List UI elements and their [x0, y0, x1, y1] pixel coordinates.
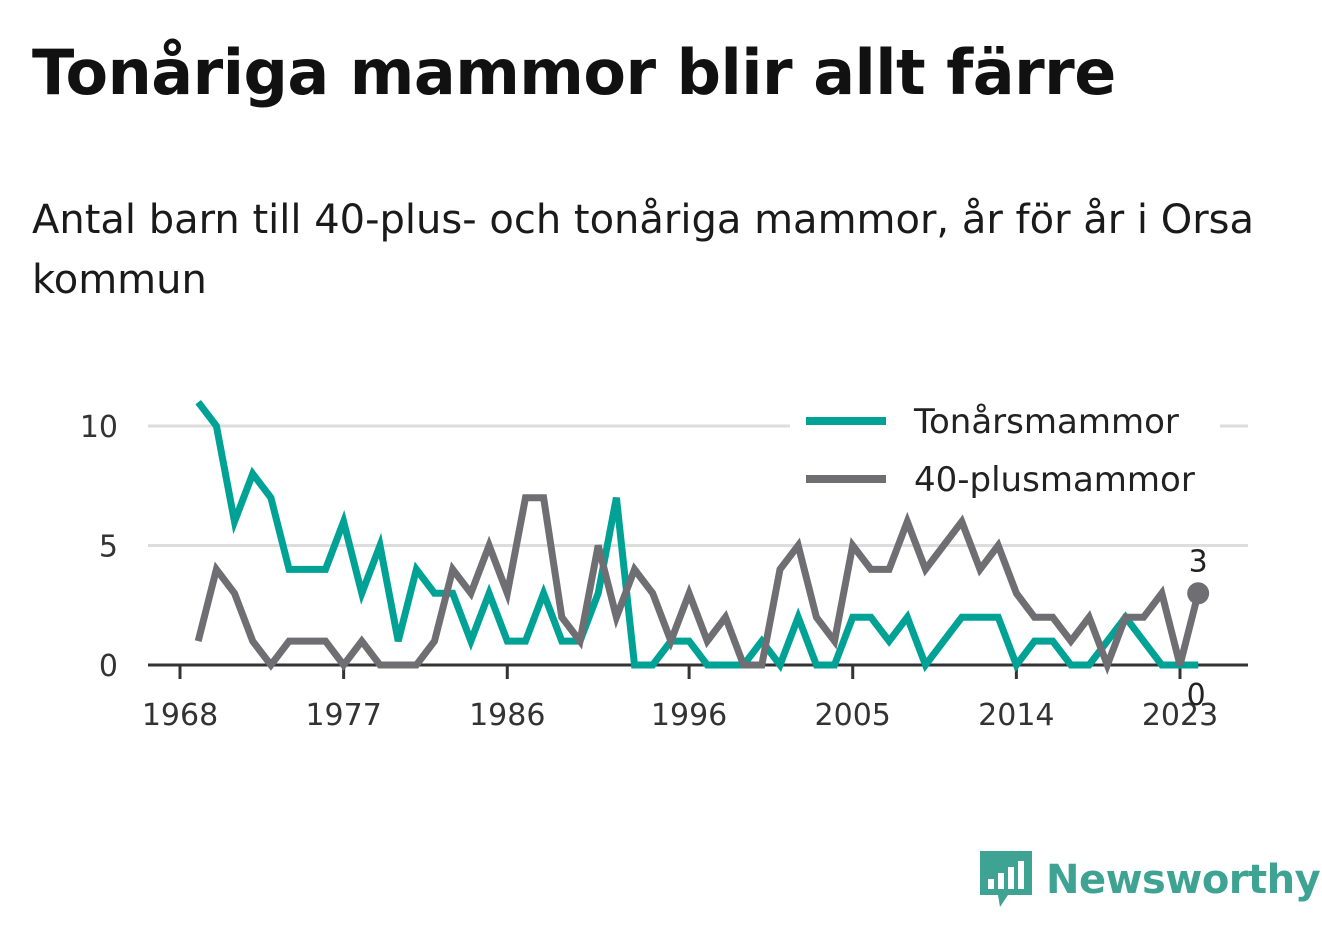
series-line-forty [194, 494, 1202, 675]
end-label-forty: 3 [1189, 544, 1208, 579]
newsworthy-logo-icon [980, 851, 1032, 907]
y-tick-label: 5 [99, 530, 118, 565]
chart-subtitle: Antal barn till 40-plus- och tonåriga ma… [32, 197, 1255, 303]
legend: Tonårsmammor 40-plusmammor [790, 395, 1220, 510]
end-point-forty [1187, 582, 1210, 605]
legend-background [790, 395, 1220, 510]
x-axis: 1968 1977 1986 1996 2005 2014 2023 [142, 663, 1248, 733]
series-line-teen [195, 399, 1199, 673]
x-tick-label: 1986 [469, 698, 545, 733]
logo-text: Newsworthy [1046, 857, 1321, 903]
x-tick-label: 2023 [1142, 698, 1218, 733]
series-lines: 30 [194, 399, 1210, 713]
x-tick-label: 2014 [978, 698, 1054, 733]
x-tick-label: 2005 [815, 698, 891, 733]
legend-label-teen: Tonårsmammor [913, 402, 1179, 442]
x-tick-label: 1968 [142, 698, 218, 733]
y-tick-label: 0 [99, 649, 118, 684]
legend-label-forty: 40-plusmammor [914, 460, 1195, 500]
y-tick-label: 10 [80, 410, 118, 445]
x-tick-label: 1996 [651, 698, 727, 733]
newsworthy-logo: Newsworthy [980, 850, 1321, 910]
x-tick-label: 1977 [305, 698, 381, 733]
end-label-teen: 0 [1187, 678, 1206, 713]
chart-title: Tonåriga mammor blir allt färre [32, 36, 1116, 109]
